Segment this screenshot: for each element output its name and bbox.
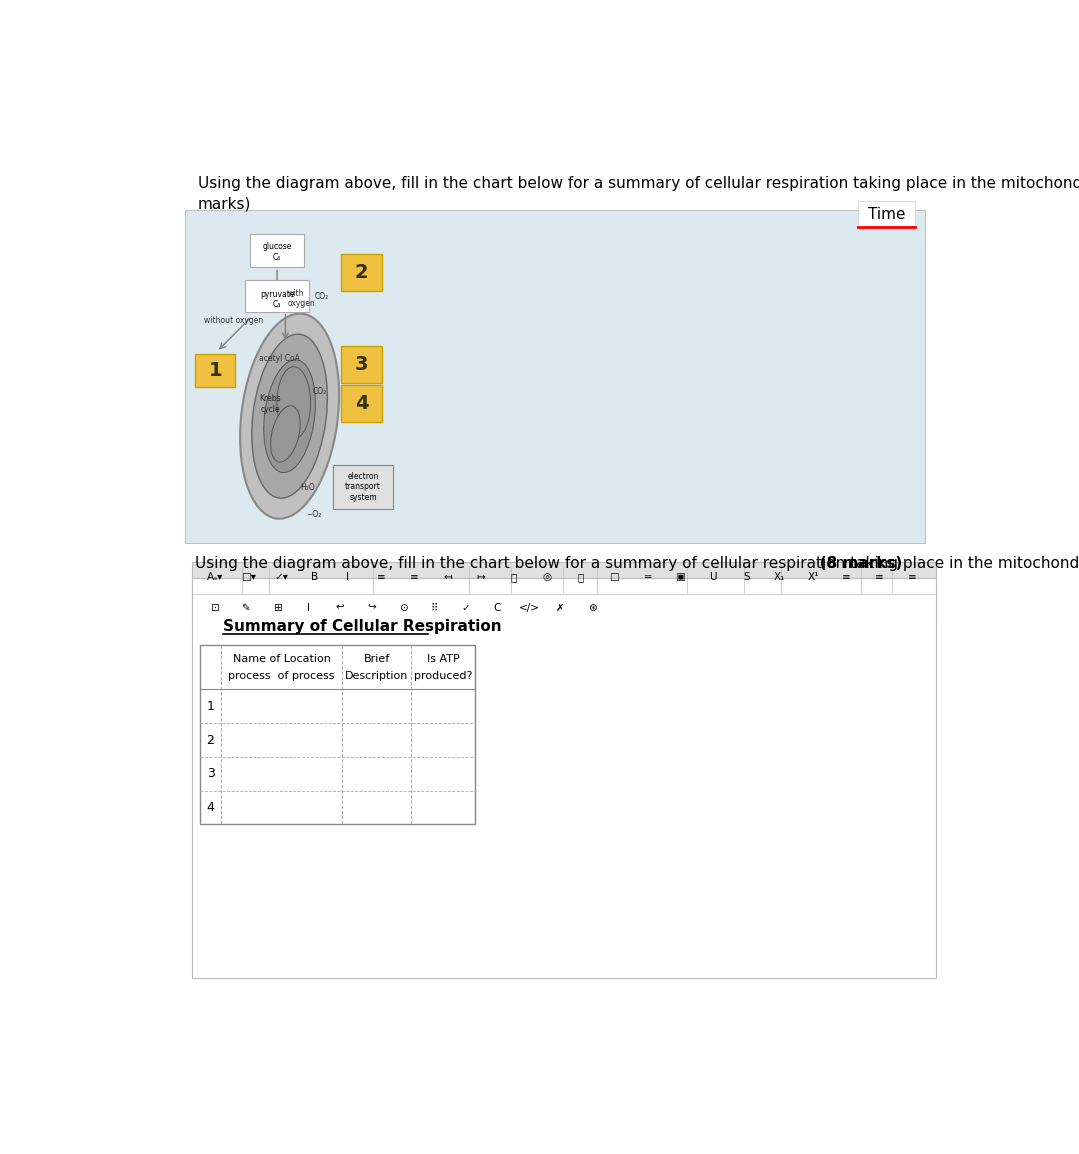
Text: ↩: ↩ bbox=[336, 602, 344, 613]
Text: process  of process: process of process bbox=[229, 672, 334, 681]
Text: X₁: X₁ bbox=[774, 572, 786, 583]
Text: acetyl CoA: acetyl CoA bbox=[259, 354, 300, 364]
Text: 1: 1 bbox=[206, 699, 215, 713]
Text: X¹: X¹ bbox=[807, 572, 819, 583]
Bar bbox=[341, 384, 382, 422]
Bar bbox=[200, 645, 475, 824]
Text: electron
transport
system: electron transport system bbox=[345, 472, 381, 502]
Ellipse shape bbox=[271, 406, 300, 462]
Bar bbox=[858, 201, 915, 227]
Text: ⧉: ⧉ bbox=[510, 572, 517, 583]
Text: 3: 3 bbox=[206, 767, 215, 780]
Text: ↤: ↤ bbox=[443, 572, 452, 583]
Text: 2: 2 bbox=[206, 734, 215, 747]
Text: S: S bbox=[743, 572, 750, 583]
Text: produced?: produced? bbox=[414, 672, 473, 681]
Text: □: □ bbox=[609, 572, 618, 583]
Text: ≡: ≡ bbox=[842, 572, 850, 583]
Bar bbox=[192, 578, 935, 979]
Text: Krebs
cycle: Krebs cycle bbox=[260, 395, 282, 414]
Bar bbox=[192, 562, 935, 623]
Text: ⊙: ⊙ bbox=[399, 602, 408, 613]
Text: Using the diagram above, fill in the chart below for a summary of cellular respi: Using the diagram above, fill in the cha… bbox=[197, 175, 1079, 190]
Text: ⊛: ⊛ bbox=[588, 602, 597, 613]
Text: ✗: ✗ bbox=[556, 602, 565, 613]
Text: ≡: ≡ bbox=[909, 572, 917, 583]
Bar bbox=[341, 345, 382, 383]
Text: 3: 3 bbox=[355, 354, 368, 374]
Text: Brief: Brief bbox=[364, 654, 390, 665]
Text: Is ATP: Is ATP bbox=[426, 654, 460, 665]
Text: marks): marks) bbox=[197, 196, 251, 211]
Text: CO₂: CO₂ bbox=[315, 292, 329, 301]
Text: ✎: ✎ bbox=[242, 602, 250, 613]
Text: ◎: ◎ bbox=[543, 572, 551, 583]
Text: 1: 1 bbox=[208, 361, 222, 380]
Text: □▾: □▾ bbox=[241, 572, 256, 583]
Text: ↪: ↪ bbox=[367, 602, 375, 613]
Ellipse shape bbox=[277, 367, 311, 439]
Ellipse shape bbox=[240, 314, 339, 518]
Text: ▣: ▣ bbox=[675, 572, 685, 583]
Text: Time: Time bbox=[868, 207, 905, 222]
Text: glucose
C₆: glucose C₆ bbox=[262, 242, 291, 262]
Text: CO₂: CO₂ bbox=[313, 388, 327, 396]
Text: Description: Description bbox=[345, 672, 408, 681]
Text: Summary of Cellular Respiration: Summary of Cellular Respiration bbox=[222, 620, 502, 635]
Text: 2: 2 bbox=[355, 263, 368, 283]
Text: ↦: ↦ bbox=[477, 572, 486, 583]
Bar bbox=[341, 254, 382, 291]
Text: I: I bbox=[346, 572, 350, 583]
Text: ⠿: ⠿ bbox=[431, 602, 438, 613]
Bar bbox=[186, 210, 925, 542]
Text: H₂O: H₂O bbox=[300, 484, 315, 493]
Text: pyruvate
C₃: pyruvate C₃ bbox=[260, 290, 295, 309]
Text: Name of Location: Name of Location bbox=[233, 654, 330, 665]
Text: with
oxygen: with oxygen bbox=[288, 288, 316, 308]
Text: ≡: ≡ bbox=[875, 572, 884, 583]
Text: 4: 4 bbox=[355, 394, 368, 413]
Text: ⧆: ⧆ bbox=[577, 572, 584, 583]
Text: I: I bbox=[308, 602, 310, 613]
Text: (8 marks): (8 marks) bbox=[804, 556, 902, 571]
Text: U: U bbox=[710, 572, 718, 583]
Bar bbox=[245, 279, 309, 312]
Text: B: B bbox=[311, 572, 318, 583]
Bar bbox=[250, 233, 304, 268]
Text: ⊞: ⊞ bbox=[273, 602, 282, 613]
Ellipse shape bbox=[263, 360, 315, 472]
Text: ═: ═ bbox=[644, 572, 650, 583]
Bar bbox=[333, 465, 393, 509]
Bar bbox=[195, 353, 235, 388]
Text: Aₐ▾: Aₐ▾ bbox=[207, 572, 223, 583]
Text: ≡: ≡ bbox=[377, 572, 385, 583]
Text: ✓: ✓ bbox=[462, 602, 470, 613]
Ellipse shape bbox=[251, 335, 327, 499]
Text: ✓▾: ✓▾ bbox=[274, 572, 288, 583]
Text: −O₂: −O₂ bbox=[306, 510, 322, 519]
Text: C: C bbox=[494, 602, 502, 613]
Text: ≡: ≡ bbox=[410, 572, 419, 583]
Text: Using the diagram above, fill in the chart below for a summary of cellular respi: Using the diagram above, fill in the cha… bbox=[195, 556, 1079, 571]
Text: 4: 4 bbox=[206, 801, 215, 814]
Text: without oxygen: without oxygen bbox=[204, 316, 263, 325]
Text: </>: </> bbox=[519, 602, 540, 613]
Text: ⊡: ⊡ bbox=[209, 602, 219, 613]
